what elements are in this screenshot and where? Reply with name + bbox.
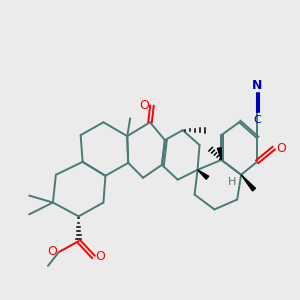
Text: O: O	[276, 142, 286, 154]
Text: H: H	[228, 177, 236, 187]
Polygon shape	[218, 148, 221, 160]
Text: O: O	[95, 250, 105, 262]
Text: O: O	[47, 244, 57, 258]
Polygon shape	[241, 175, 256, 191]
Text: O: O	[139, 99, 149, 112]
Polygon shape	[198, 170, 209, 179]
Text: C: C	[253, 115, 261, 125]
Text: N: N	[252, 79, 262, 92]
